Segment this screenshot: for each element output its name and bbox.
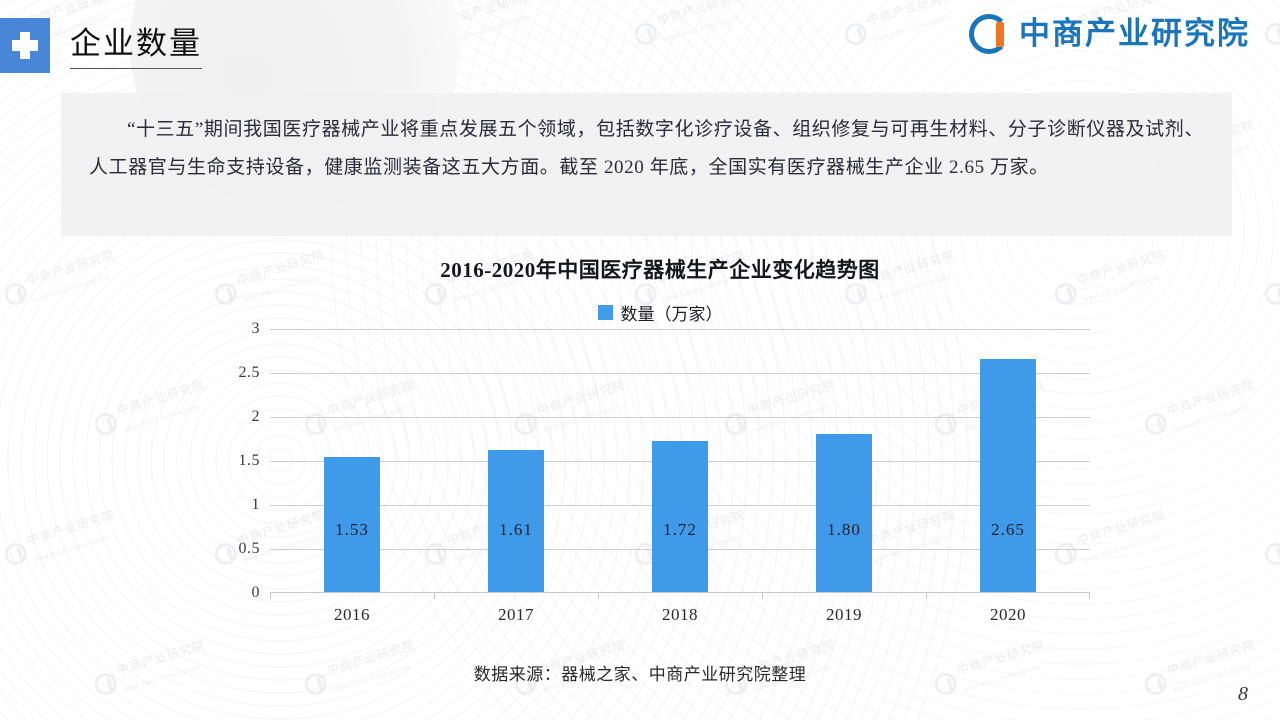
watermark-line1: 中商产业研究院	[655, 0, 747, 28]
bar-group: 1.72	[598, 328, 762, 592]
summary-panel: “十三五”期间我国医疗器械产业将重点发展五个领域，包括数字化诊疗设备、组织修复与…	[61, 93, 1232, 236]
brand-logo-ring	[969, 14, 1009, 54]
brand-logo-text: 中商产业研究院	[1019, 16, 1250, 51]
bar-value-label: 1.53	[335, 520, 369, 539]
gridline	[270, 417, 1090, 418]
legend-label: 数量（万家）	[620, 304, 723, 324]
watermark-logo-icon	[2, 540, 30, 568]
bar-chart: 2016-2020年中国医疗器械生产企业变化趋势图 数量（万家） 3 2.5 2 1.…	[230, 255, 1090, 655]
watermark-line1: 中商产业研究院	[1165, 377, 1257, 418]
watermark-line1: 中商产业研究院	[445, 0, 537, 28]
bar-group: 2.65	[926, 328, 1090, 592]
plus-icon	[0, 18, 50, 73]
chart-y-axis: 3 2.5 2 1.5 1 0.5 0	[230, 320, 266, 601]
watermark-logo-icon	[1262, 540, 1280, 568]
chart-title: 2016-2020年中国医疗器械生产企业变化趋势图	[440, 258, 880, 282]
bar-group: 1.53	[270, 328, 434, 592]
watermark-line2: www.askci.com/reports	[662, 13, 742, 44]
y-axis-tick-label: 0.5	[238, 540, 260, 557]
watermark-logo-icon	[1262, 20, 1280, 48]
x-axis-tick-label: 2017	[434, 593, 598, 627]
y-axis-tick-label: 0	[251, 584, 260, 601]
x-axis-tick-label: 2016	[270, 593, 434, 627]
watermark-line2: www.askci.com/reports	[1082, 533, 1162, 564]
x-axis-tick-label: 2018	[598, 593, 762, 627]
watermark-line2: www.askci.com/reports	[872, 13, 952, 44]
bar-2020[interactable]: 2.65	[980, 358, 1036, 592]
chart-bars: 1.53 1.61 1.72 1.80 2.65	[270, 328, 1090, 592]
watermark-logo-icon	[1262, 280, 1280, 308]
y-axis-tick-label: 1.5	[238, 452, 260, 469]
gridline	[270, 373, 1090, 374]
watermark-line1: 中商产业研究院	[25, 247, 117, 288]
watermark-logo-icon	[632, 20, 660, 48]
chart-source-note: 数据来源：器械之家、中商产业研究院整理	[473, 665, 807, 684]
bar-2019[interactable]: 1.80	[816, 433, 872, 592]
watermark-logo-icon	[1142, 410, 1170, 438]
summary-paragraph: “十三五”期间我国医疗器械产业将重点发展五个领域，包括数字化诊疗设备、组织修复与…	[89, 119, 1204, 178]
bar-value-label: 1.61	[499, 520, 533, 539]
watermark-line1: 中商产业研究院	[25, 507, 117, 548]
bar-value-label: 1.80	[827, 520, 861, 539]
bar-2018[interactable]: 1.72	[652, 440, 708, 592]
watermark-line2: www.askci.com/reports	[1172, 403, 1252, 434]
chart-plot-area: 3 2.5 2 1.5 1 0.5 0 1.53 1.61 1.72 1.80 2.65 2016 2…	[230, 320, 1090, 624]
x-axis-tick-label: 2019	[762, 593, 926, 627]
chart-legend: 数量（万家）	[230, 301, 1090, 324]
chart-plot: 1.53 1.61 1.72 1.80 2.65	[270, 329, 1090, 593]
page-title: 企业数量	[70, 22, 202, 69]
bar-group: 1.61	[434, 328, 598, 592]
chart-x-axis: 2016 2017 2018 2019 2020	[270, 593, 1090, 627]
bar-group: 1.80	[762, 328, 926, 592]
watermark-line1: 中商产业研究院	[115, 377, 207, 418]
plus-icon-horizontal	[12, 40, 38, 51]
watermark-logo-icon	[842, 20, 870, 48]
y-axis-tick-label: 1	[251, 496, 260, 513]
brand-logo: 中商产业研究院	[969, 14, 1250, 54]
watermark-line2: www.askci.com/reports	[452, 13, 532, 44]
bar-2017[interactable]: 1.61	[488, 450, 544, 592]
bar-value-label: 2.65	[991, 520, 1025, 539]
watermark-line2: www.askci.com/reports	[122, 403, 202, 434]
bar-value-label: 1.72	[663, 520, 697, 539]
brand-logo-bar	[996, 22, 1004, 47]
bar-2016[interactable]: 1.53	[324, 457, 380, 592]
y-axis-tick-label: 2	[251, 408, 260, 425]
watermark-logo-icon	[2, 280, 30, 308]
page-number: 8	[1238, 683, 1248, 705]
y-axis-tick-label: 2.5	[238, 364, 260, 381]
legend-swatch-icon	[597, 304, 613, 320]
brand-logo-icon	[969, 14, 1009, 54]
y-axis-tick-label: 3	[251, 320, 260, 337]
watermark-line2: www.askci.com/reports	[1082, 273, 1162, 304]
watermark-line1: 中商产业研究院	[865, 0, 957, 28]
x-axis-tick-label: 2020	[926, 593, 1090, 627]
watermark-line2: www.askci.com/reports	[32, 533, 112, 564]
watermark-logo-icon	[92, 410, 120, 438]
watermark-line2: www.askci.com/reports	[32, 273, 112, 304]
gridline	[270, 329, 1090, 330]
